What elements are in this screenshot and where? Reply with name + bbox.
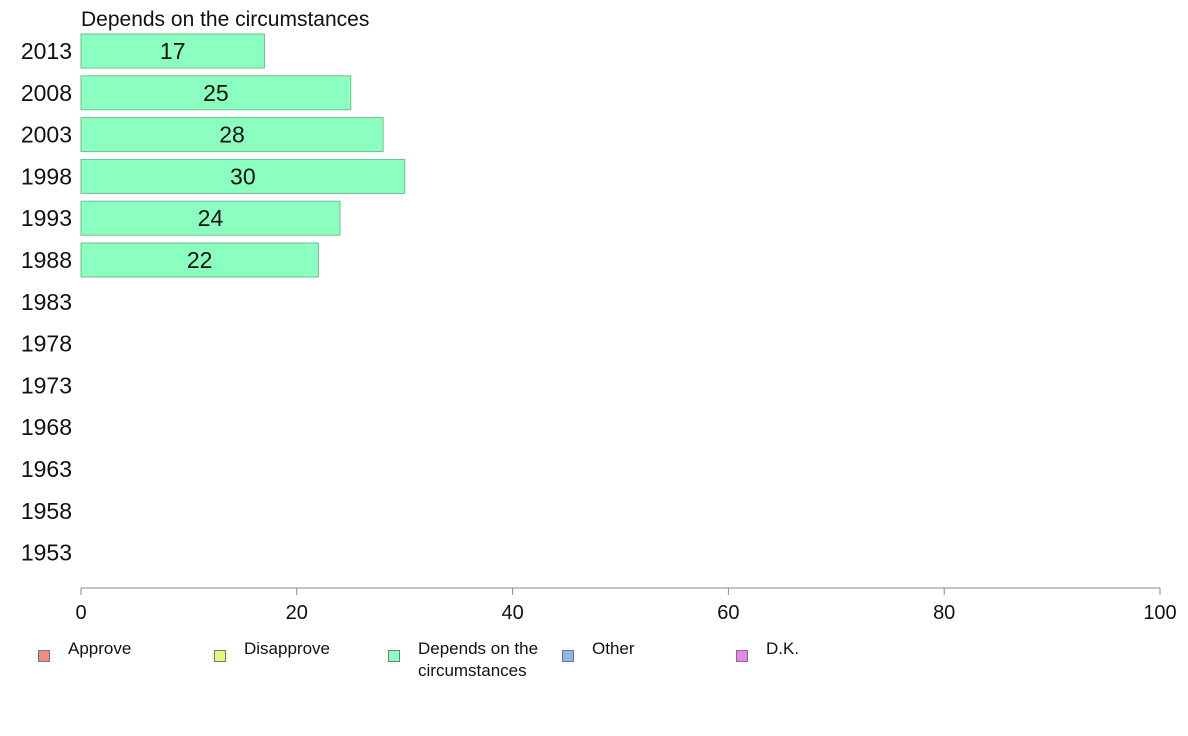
chart-title: Depends on the circumstances xyxy=(81,8,369,31)
legend-item-other: Other xyxy=(562,638,732,662)
legend-label: Disapprove xyxy=(244,639,330,658)
legend-item-dk: D.K. xyxy=(736,638,906,662)
y-tick-label: 1963 xyxy=(21,456,72,482)
y-tick-label: 2008 xyxy=(21,80,72,106)
legend-swatch-dk xyxy=(736,650,748,662)
legend-label: D.K. xyxy=(766,639,800,658)
y-tick-label: 2013 xyxy=(21,38,72,64)
y-tick-label: 2003 xyxy=(21,122,72,148)
legend-swatch-approve xyxy=(38,650,50,662)
x-axis: 0 20 40 60 80 100 xyxy=(75,587,1177,624)
y-tick-label: 1958 xyxy=(21,498,72,524)
legend-swatch-other xyxy=(562,650,574,662)
bar-value-label: 24 xyxy=(198,205,224,231)
bar xyxy=(80,242,319,278)
bar xyxy=(80,117,384,153)
legend-label: Approve xyxy=(68,639,132,658)
x-tick-label: 60 xyxy=(717,602,739,620)
bar xyxy=(80,33,265,69)
legend-label: Other xyxy=(592,639,635,658)
x-tick-label: 40 xyxy=(501,602,523,620)
legend-label: Depends on the circumstances xyxy=(418,639,539,680)
x-tick-label: 0 xyxy=(75,602,86,620)
legend-swatch-depends xyxy=(388,650,400,662)
y-tick-label: 1988 xyxy=(21,247,72,273)
bar xyxy=(80,75,352,111)
y-axis-labels: 2013 2008 2003 1998 1993 1988 1983 1978 1973 1968… xyxy=(21,38,72,566)
bar-value-label: 30 xyxy=(230,163,256,189)
legend: Approve Disapprove Depends on the circum… xyxy=(38,638,938,688)
bar-value-label: 25 xyxy=(203,80,229,106)
bar-value-label: 22 xyxy=(187,247,213,273)
y-tick-label: 1968 xyxy=(21,414,72,440)
legend-item-approve: Approve xyxy=(38,638,208,662)
y-tick-label: 1978 xyxy=(21,331,72,357)
bar-value-label: 17 xyxy=(160,38,186,64)
bar xyxy=(80,158,406,194)
x-tick-label: 80 xyxy=(933,602,955,620)
x-tick-label: 100 xyxy=(1143,602,1176,620)
x-tick-label: 20 xyxy=(286,602,308,620)
bar xyxy=(80,200,341,236)
legend-item-depends: Depends on the circumstances xyxy=(388,638,558,682)
y-tick-label: 1983 xyxy=(21,289,72,315)
legend-swatch-disapprove xyxy=(214,650,226,662)
y-tick-label: 1973 xyxy=(21,372,72,398)
bar-value-label: 28 xyxy=(219,122,245,148)
legend-item-disapprove: Disapprove xyxy=(214,638,384,662)
y-tick-label: 1998 xyxy=(21,163,72,189)
y-tick-label: 1953 xyxy=(21,540,72,566)
y-tick-label: 1993 xyxy=(21,205,72,231)
